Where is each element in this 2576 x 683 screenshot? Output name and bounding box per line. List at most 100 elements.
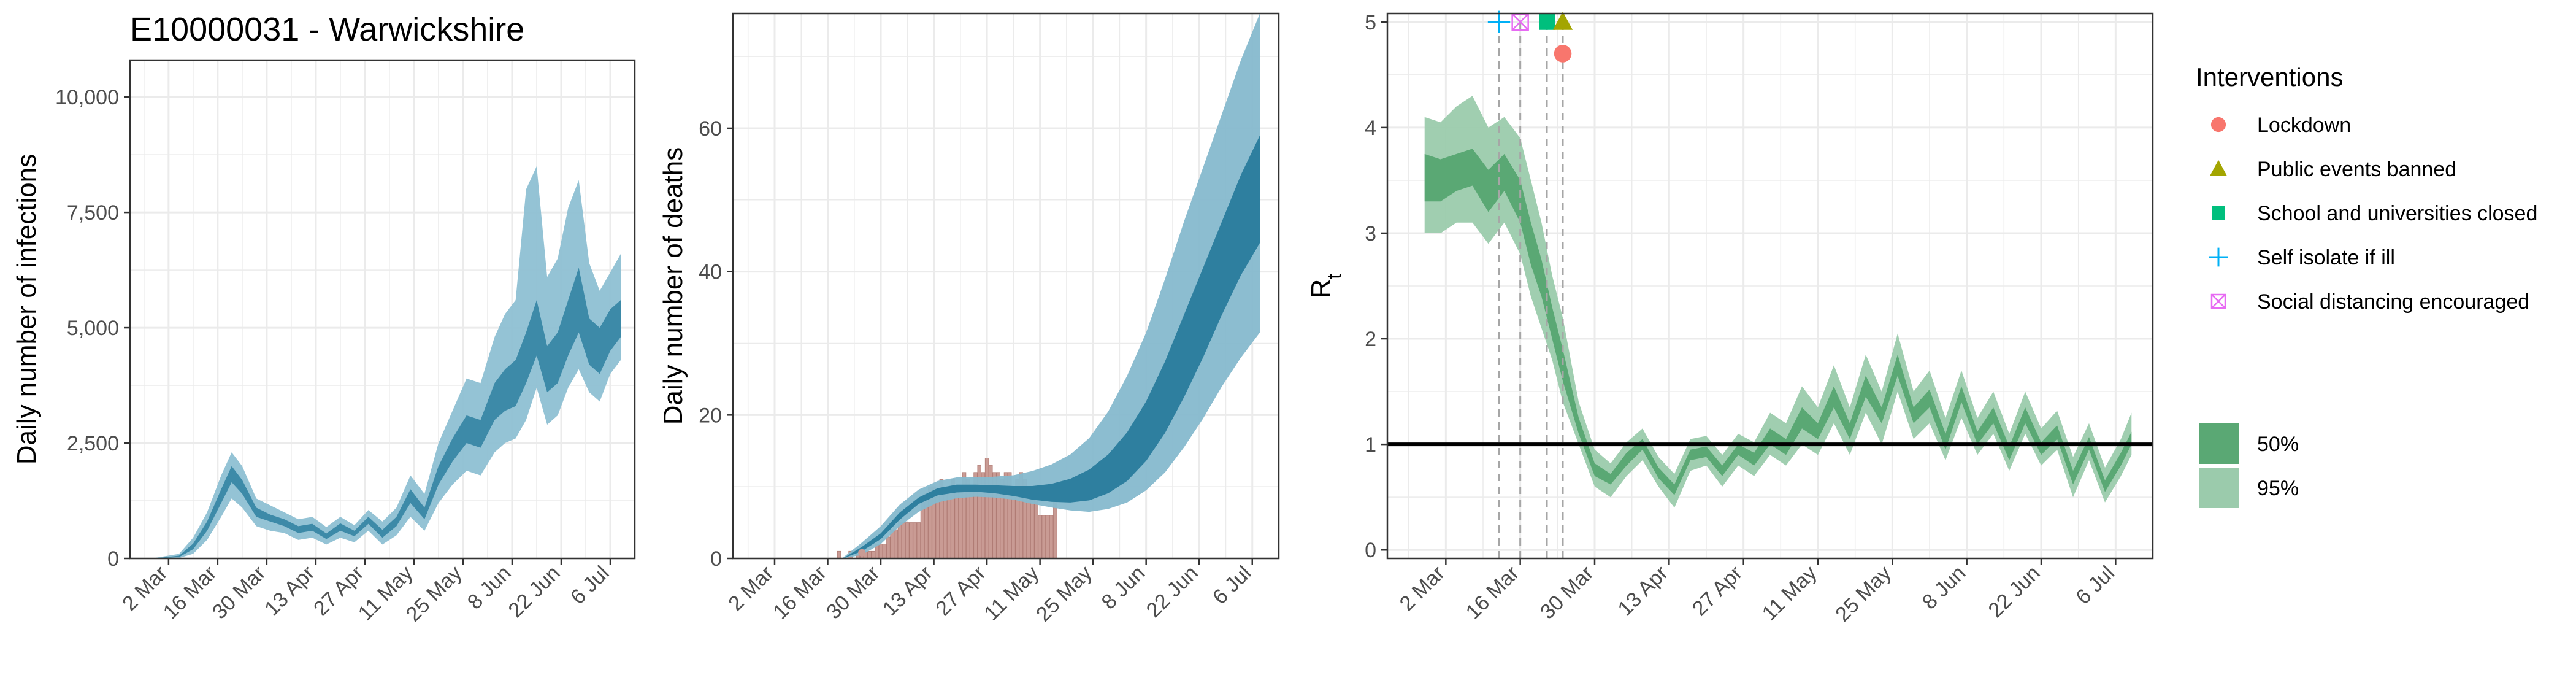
legend-item-label: Lockdown — [2257, 114, 2351, 137]
x-tick-label: 25 May — [1032, 561, 1097, 627]
intervention-marker — [1539, 14, 1555, 30]
y-label-subscript: t — [1323, 274, 1345, 279]
y-tick-label: 20 — [699, 404, 722, 427]
observed-deaths-bar — [897, 522, 902, 559]
observed-deaths-bar — [871, 550, 875, 559]
legend-item-label: Self isolate if ill — [2257, 246, 2395, 269]
observed-deaths-bar — [867, 550, 872, 559]
legend-title: Interventions — [2196, 63, 2343, 91]
observed-deaths-bar — [1045, 515, 1050, 559]
legend-band-label: 50% — [2257, 433, 2299, 456]
y-tick-label: 2 — [1365, 328, 1376, 351]
y-tick-label: 0 — [107, 547, 119, 571]
x-tick-label: 13 Apr — [260, 561, 319, 620]
observed-deaths-bar — [837, 550, 841, 559]
intervention-marker — [1554, 45, 1572, 63]
y-tick-label: 0 — [710, 547, 722, 571]
y-tick-label: 40 — [699, 261, 722, 284]
y-tick-label: 2,500 — [67, 432, 119, 455]
legend-band-label: 95% — [2257, 477, 2299, 500]
rt-panel-border — [1386, 12, 2154, 560]
rt-panel: 0 1 2 3 4 5 2 Mar 16 Mar 30 Mar 13 Apr 27 Apr 11 Ma… — [1306, 10, 2154, 626]
observed-deaths-bar — [935, 493, 940, 559]
y-tick-label: 60 — [699, 117, 722, 141]
legend-key-plus — [2209, 247, 2228, 267]
observed-deaths-bar — [878, 544, 883, 559]
legend-item-label: School and universities closed — [2257, 202, 2537, 225]
intervention-marker — [1552, 11, 1573, 30]
infections-band-50 — [155, 268, 621, 558]
y-tick-label: 3 — [1365, 222, 1376, 245]
x-tick-label: 22 Jun — [504, 561, 565, 622]
y-tick-label: 7,500 — [67, 201, 119, 225]
x-tick-label: 25 May — [402, 561, 467, 627]
legend-band-swatch — [2199, 468, 2239, 508]
rt-band-50 — [1424, 149, 2132, 495]
rt-y-label: Rt — [1306, 274, 1345, 299]
legend-key-boxcross — [2210, 293, 2226, 309]
observed-deaths-bar — [905, 522, 910, 559]
rt-band-95 — [1424, 96, 2132, 508]
observed-deaths-bar — [970, 486, 974, 559]
observed-deaths-bar — [901, 522, 906, 559]
x-tick-label: 27 Apr — [931, 561, 990, 620]
figure-title: E10000031 - Warwickshire — [130, 11, 524, 48]
observed-deaths-bar — [1049, 515, 1054, 559]
observed-deaths-bar — [886, 536, 891, 559]
x-tick-label: 8 Jun — [1918, 561, 1971, 614]
x-tick-label: 6 Jul — [566, 561, 614, 609]
legend-key-square — [2212, 206, 2225, 220]
x-tick-label: 6 Jul — [2071, 561, 2119, 609]
observed-deaths-bar — [882, 544, 887, 559]
deaths-panel-border — [732, 12, 1280, 560]
x-tick-label: 13 Apr — [1614, 561, 1673, 620]
observed-deaths-bar — [984, 458, 989, 559]
y-tick-label: 0 — [1365, 539, 1376, 562]
intervention-marker — [1487, 10, 1511, 33]
intervention-markers — [1487, 10, 1573, 558]
deaths-y-axis: 0 20 40 60 — [699, 117, 733, 571]
x-tick-label: 30 Mar — [1536, 561, 1598, 624]
y-tick-label: 10,000 — [55, 86, 119, 109]
x-tick-label: 30 Mar — [208, 561, 270, 624]
interventions-legend-items: Lockdown Public events banned School and u… — [2209, 114, 2537, 314]
observed-deaths-bar — [909, 522, 913, 559]
infections-y-label: Daily number of infections — [12, 154, 42, 465]
band-legend-items: 50% 95% — [2199, 423, 2299, 508]
reported-death-point — [858, 549, 866, 557]
legend-item-label: Social distancing encouraged — [2257, 290, 2529, 314]
y-tick-label: 5,000 — [67, 317, 119, 340]
legend: Interventions Lockdown Public events bann… — [2196, 63, 2537, 508]
x-tick-label: 30 Mar — [822, 561, 884, 624]
x-tick-label: 2 Mar — [1395, 561, 1449, 615]
deaths-y-label: Daily number of deaths — [658, 147, 688, 425]
y-tick-label: 4 — [1365, 117, 1376, 140]
legend-key-circle — [2210, 117, 2226, 133]
x-tick-label: 25 May — [1831, 561, 1896, 627]
x-tick-label: 16 Mar — [159, 561, 221, 624]
rt-y-axis: 0 1 2 3 4 5 — [1365, 11, 1387, 562]
y-tick-label: 5 — [1365, 11, 1376, 34]
observed-deaths-bar — [1041, 515, 1046, 559]
observed-deaths-bar — [1053, 501, 1057, 559]
observed-deaths-bar — [916, 522, 921, 559]
legend-item-label: Public events banned — [2257, 158, 2456, 181]
observed-deaths-bar — [947, 493, 951, 559]
x-tick-label: 22 Jun — [1142, 561, 1203, 622]
deaths-band-50 — [843, 135, 1260, 559]
x-tick-label: 11 May — [979, 561, 1043, 625]
legend-key-triangle — [2210, 160, 2227, 176]
infections-y-axis: 0 2,500 5,000 7,500 10,000 — [55, 86, 130, 571]
x-tick-label: 6 Jul — [1208, 561, 1256, 609]
rt-x-axis: 2 Mar 16 Mar 30 Mar 13 Apr 27 Apr 11 May 25 Ma… — [1395, 558, 2119, 626]
infections-panel-border — [129, 59, 636, 560]
x-tick-label: 11 May — [1758, 561, 1822, 625]
observed-deaths-bar — [913, 522, 917, 559]
x-tick-label: 16 Mar — [1462, 561, 1524, 624]
observed-deaths-bar — [1038, 515, 1042, 559]
